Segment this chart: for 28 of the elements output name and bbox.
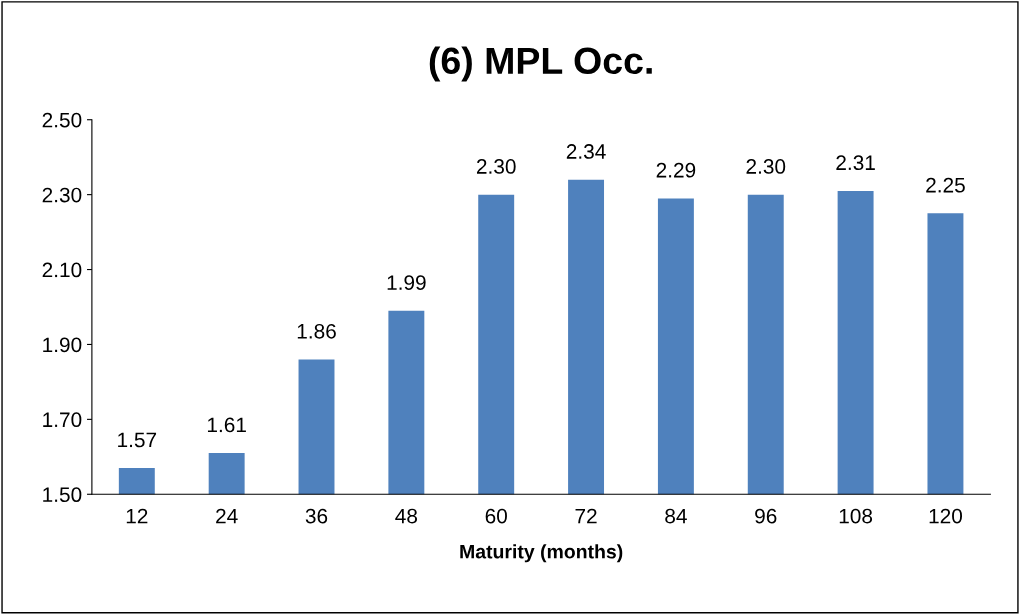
data-label: 1.99 <box>387 275 426 290</box>
x-tick-label: 24 <box>216 508 238 524</box>
x-tick-label: 96 <box>755 508 777 524</box>
x-tick-label: 60 <box>485 508 507 524</box>
x-tick-label: 48 <box>395 508 418 524</box>
data-label: 2.25 <box>926 177 965 193</box>
x-tick-label: 12 <box>126 508 148 524</box>
y-tick-label: 1.90 <box>43 337 82 353</box>
x-tick-label: 108 <box>839 508 873 524</box>
x-tick-label: 36 <box>305 508 328 524</box>
chart-title: (6) MPL Occ. <box>429 46 652 82</box>
data-label: 2.30 <box>476 159 516 174</box>
y-tick-label: 2.10 <box>42 262 82 278</box>
y-tick-label: 1.50 <box>43 487 82 503</box>
x-tick-label: 72 <box>575 508 597 524</box>
x-tick-label: 84 <box>665 508 687 524</box>
data-label: 2.29 <box>656 162 696 178</box>
x-axis-title: Maturity (months) <box>460 544 623 563</box>
y-tick-label: 2.30 <box>42 187 82 203</box>
y-tick-label: 2.50 <box>42 112 82 128</box>
data-label: 2.31 <box>836 155 875 171</box>
y-tick-label: 1.70 <box>43 412 82 428</box>
data-label: 1.86 <box>297 323 336 339</box>
data-label: 2.34 <box>566 144 606 159</box>
x-tick-label: 120 <box>929 508 963 524</box>
data-label: 1.57 <box>118 432 157 448</box>
data-label: 2.30 <box>746 159 786 174</box>
data-label: 1.61 <box>207 417 246 433</box>
